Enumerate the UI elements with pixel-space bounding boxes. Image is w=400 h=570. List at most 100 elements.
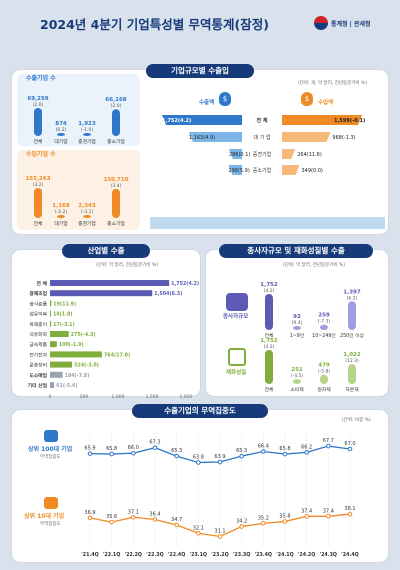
goods-change-label: (-5.8): [318, 369, 331, 375]
export-count-category-label: 중소기업: [107, 138, 125, 145]
employee-bar: [265, 294, 273, 330]
top100-value-label: 63.8: [193, 454, 204, 460]
export-count-change-label: (2.0): [111, 103, 122, 109]
goods-bar: [293, 379, 301, 384]
top10-value-label: 34.2: [236, 519, 247, 525]
employee-value-label: 92: [293, 314, 301, 320]
top100-value-label: 65.8: [106, 446, 117, 452]
top10-value-label: 36.9: [84, 510, 95, 516]
import-amount-bar: [282, 165, 300, 175]
top100-value-label: 65.3: [236, 448, 247, 454]
export-amount-bar: [162, 115, 242, 125]
export-count-category-label: 대기업: [54, 138, 67, 145]
top100-value-label: 63.9: [214, 454, 225, 460]
import-count-value-label: 1,168: [52, 203, 70, 209]
top100-value-label: 66.0: [128, 445, 139, 451]
goods-bar: [348, 364, 356, 384]
industry-bar: [50, 341, 57, 348]
top10-value-label: 32.1: [193, 525, 204, 531]
concentration-x-tick: '21.4Q: [81, 552, 98, 558]
top100-icon: [44, 430, 58, 442]
employee-category-label: 전체: [265, 332, 274, 339]
industry-bar: [50, 280, 170, 286]
top10-point: [131, 514, 136, 520]
export-amount-value: 1,752(4.2): [162, 118, 191, 124]
employee-bar: [320, 324, 328, 330]
export-count-bar: [112, 109, 120, 136]
import-count-value-label: 2,343: [78, 203, 96, 209]
export-count-bar: [57, 133, 65, 136]
top100-point: [87, 451, 93, 456]
top10-point: [326, 514, 331, 519]
goods-category-label: 자본재: [345, 386, 358, 393]
employee-section-panel: [206, 250, 388, 396]
top100-point: [239, 453, 244, 459]
goods-value-label: 251: [291, 367, 303, 373]
import-count-category-label: 전체: [34, 220, 43, 227]
import-count-value-label: 150,710: [103, 177, 128, 183]
top10-point: [217, 534, 223, 539]
import-amount-label: 수입액: [318, 100, 334, 106]
top10-point: [239, 524, 244, 529]
industry-axis-tick: 1,000: [112, 394, 125, 400]
top10-point: [304, 514, 309, 519]
industry-bar: [50, 351, 102, 358]
concentration-x-tick: '23.1Q: [190, 552, 207, 558]
import-amount-bar: [282, 115, 362, 125]
export-count-change-label: (0.2): [56, 127, 67, 133]
goods-category-label: 소비재: [290, 386, 303, 393]
size-row-label: 대 기 업: [254, 134, 271, 141]
top10-point: [109, 519, 114, 525]
export-amount-value: 286(0.1): [229, 152, 250, 158]
employee-bar: [348, 301, 356, 330]
top100-value-label: 66.2: [301, 444, 312, 450]
employee-category-label: 1~9인: [290, 332, 305, 339]
export-count-bar: [34, 108, 42, 136]
industry-bar: [50, 382, 55, 388]
import-amount-value: 349(0.0): [301, 168, 322, 174]
industry-label: 섬유의복: [29, 311, 47, 318]
concentration-x-tick: '23.2Q: [211, 552, 228, 558]
goods-bar: [320, 374, 328, 384]
concentration-x-tick: '23.3Q: [233, 552, 250, 558]
goods-change-label: (4.2): [264, 344, 275, 350]
top10-value-label: 34.7: [171, 517, 182, 523]
import-count-change-label: (3.2): [33, 182, 44, 188]
industry-section-unit: (단위: 억 달러, 전년동분기비 %): [96, 263, 158, 268]
employee-value-label: 1,752: [260, 282, 278, 288]
industry-bar: [50, 290, 153, 297]
import-count-bar: [57, 215, 65, 218]
export-amount-bar: [188, 132, 242, 142]
chip-goods-icon: [228, 348, 246, 366]
port-crane-illustration: [150, 205, 385, 229]
top10-value-label: 35.8: [279, 513, 290, 519]
concentration-x-tick: '23.4Q: [255, 552, 272, 558]
top10-value-label: 37.4: [301, 508, 312, 514]
goods-change-label: (-4.5): [291, 373, 304, 379]
goods-change-label: (12.3): [345, 358, 359, 364]
top100-label: 상위 100대 기업: [28, 446, 73, 453]
top100-point: [196, 460, 201, 465]
import-amount-value: 968(-1.3): [332, 135, 355, 141]
industry-value-label: 17(-3.1): [53, 322, 75, 328]
export-count-category-label: 전체: [34, 138, 43, 145]
industry-label: 전 체: [37, 280, 48, 287]
import-amount-bar: [282, 132, 331, 142]
employee-change-label: (-7.3): [318, 319, 331, 325]
industry-bar: [50, 361, 73, 368]
concentration-x-tick: '22.1Q: [103, 552, 120, 558]
top10-value-label: 37.1: [128, 509, 139, 515]
industry-label: 금속제품: [29, 341, 47, 348]
industry-section-title: 산업별 수출: [62, 244, 150, 258]
employee-bar: [293, 326, 301, 330]
industry-bar: [50, 371, 63, 378]
industry-bar: [50, 310, 51, 317]
size-row-label: 중견기업: [253, 151, 271, 158]
import-count-bar: [112, 188, 120, 218]
industry-bar: [50, 300, 52, 307]
top10-point: [282, 519, 288, 524]
size-row-label: 전 체: [257, 117, 268, 124]
people-group-icon: [226, 293, 248, 311]
